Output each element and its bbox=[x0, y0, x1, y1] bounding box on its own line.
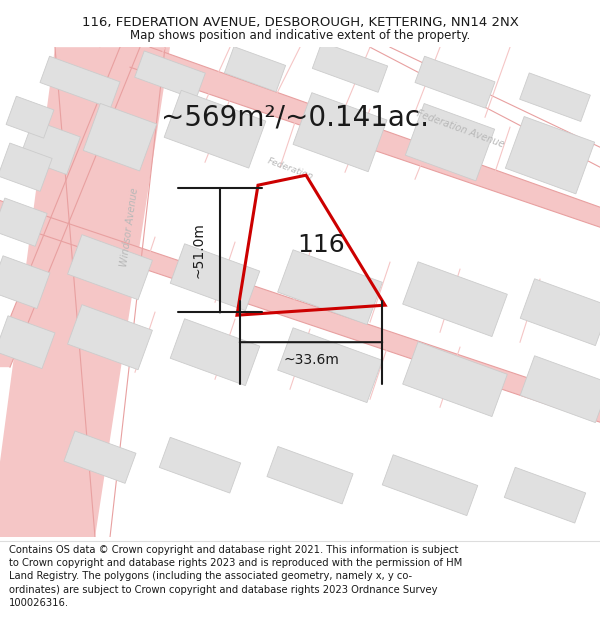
Polygon shape bbox=[520, 73, 590, 121]
Polygon shape bbox=[0, 256, 50, 309]
Polygon shape bbox=[68, 234, 152, 300]
Text: Contains OS data © Crown copyright and database right 2021. This information is : Contains OS data © Crown copyright and d… bbox=[9, 545, 462, 608]
Text: Federation Avenue: Federation Avenue bbox=[415, 109, 505, 149]
Polygon shape bbox=[224, 47, 286, 92]
Polygon shape bbox=[130, 47, 600, 227]
Text: 116, FEDERATION AVENUE, DESBOROUGH, KETTERING, NN14 2NX: 116, FEDERATION AVENUE, DESBOROUGH, KETT… bbox=[82, 16, 518, 29]
Polygon shape bbox=[164, 90, 266, 168]
Polygon shape bbox=[68, 304, 152, 370]
Polygon shape bbox=[278, 250, 382, 324]
Polygon shape bbox=[170, 319, 260, 386]
Polygon shape bbox=[6, 96, 54, 138]
Polygon shape bbox=[20, 120, 80, 174]
Polygon shape bbox=[278, 328, 382, 402]
Polygon shape bbox=[64, 431, 136, 483]
Polygon shape bbox=[0, 198, 47, 246]
Polygon shape bbox=[504, 468, 586, 523]
Polygon shape bbox=[170, 244, 260, 311]
Text: 116: 116 bbox=[298, 233, 346, 257]
Polygon shape bbox=[0, 47, 170, 537]
Polygon shape bbox=[83, 103, 157, 171]
Text: ~51.0m: ~51.0m bbox=[191, 222, 205, 278]
Polygon shape bbox=[505, 116, 595, 194]
Polygon shape bbox=[415, 56, 495, 108]
Polygon shape bbox=[0, 47, 140, 367]
Polygon shape bbox=[134, 51, 205, 99]
Text: ~33.6m: ~33.6m bbox=[283, 353, 339, 367]
Polygon shape bbox=[382, 455, 478, 516]
Text: Federation: Federation bbox=[266, 157, 314, 182]
Polygon shape bbox=[520, 356, 600, 422]
Polygon shape bbox=[0, 197, 600, 422]
Polygon shape bbox=[403, 262, 508, 337]
Polygon shape bbox=[313, 42, 388, 92]
Polygon shape bbox=[403, 342, 508, 417]
Polygon shape bbox=[406, 104, 494, 181]
Polygon shape bbox=[40, 56, 120, 108]
Polygon shape bbox=[0, 316, 55, 369]
Polygon shape bbox=[159, 438, 241, 493]
Text: ~569m²/~0.141ac.: ~569m²/~0.141ac. bbox=[161, 103, 429, 131]
Text: Windsor Avenue: Windsor Avenue bbox=[119, 187, 140, 268]
Polygon shape bbox=[293, 92, 387, 172]
Text: Map shows position and indicative extent of the property.: Map shows position and indicative extent… bbox=[130, 29, 470, 42]
Polygon shape bbox=[0, 143, 52, 191]
Polygon shape bbox=[267, 446, 353, 504]
Polygon shape bbox=[520, 279, 600, 346]
